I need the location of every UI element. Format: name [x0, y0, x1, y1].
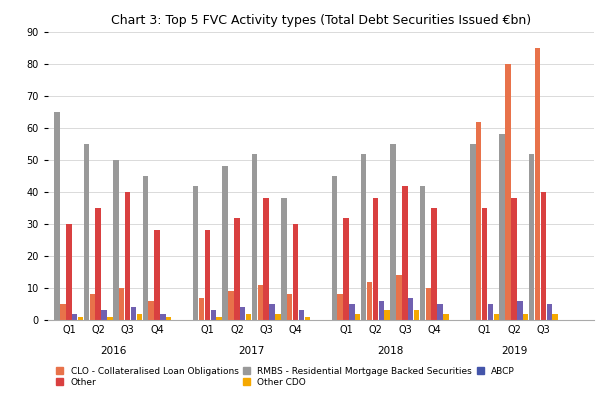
Bar [494, 314, 499, 320]
Bar [223, 166, 228, 320]
Bar [263, 198, 269, 320]
Bar [505, 64, 511, 320]
Bar [84, 144, 89, 320]
Bar [54, 112, 60, 320]
Bar [499, 134, 505, 320]
Bar [523, 314, 529, 320]
Bar [391, 144, 396, 320]
Bar [125, 192, 130, 320]
Bar [367, 282, 372, 320]
Bar [246, 314, 251, 320]
Bar [287, 294, 292, 320]
Bar [217, 317, 222, 320]
Legend: CLO - Collateralised Loan Obligations, Other, RMBS - Residential Mortgage Backed: CLO - Collateralised Loan Obligations, O… [53, 363, 518, 390]
Text: 2019: 2019 [501, 346, 527, 356]
Bar [252, 154, 257, 320]
Title: Chart 3: Top 5 FVC Activity types (Total Debt Securities Issued €bn): Chart 3: Top 5 FVC Activity types (Total… [111, 14, 531, 27]
Bar [349, 304, 355, 320]
Bar [148, 301, 154, 320]
Bar [154, 230, 160, 320]
Bar [396, 275, 401, 320]
Bar [89, 294, 95, 320]
Bar [78, 317, 83, 320]
Bar [547, 304, 552, 320]
Bar [511, 198, 517, 320]
Bar [414, 310, 419, 320]
Bar [355, 314, 361, 320]
Bar [553, 314, 558, 320]
Bar [337, 294, 343, 320]
Bar [143, 176, 148, 320]
Bar [240, 307, 245, 320]
Bar [529, 154, 535, 320]
Bar [137, 314, 142, 320]
Bar [119, 288, 124, 320]
Bar [281, 198, 287, 320]
Bar [66, 224, 71, 320]
Bar [482, 208, 487, 320]
Bar [275, 314, 281, 320]
Bar [269, 304, 275, 320]
Bar [95, 208, 101, 320]
Bar [131, 307, 136, 320]
Bar [160, 314, 166, 320]
Bar [361, 154, 367, 320]
Bar [166, 317, 172, 320]
Bar [257, 285, 263, 320]
Bar [205, 230, 210, 320]
Bar [425, 288, 431, 320]
Bar [402, 186, 407, 320]
Bar [332, 176, 337, 320]
Bar [488, 304, 493, 320]
Bar [470, 144, 476, 320]
Bar [193, 186, 199, 320]
Bar [408, 298, 413, 320]
Bar [517, 301, 523, 320]
Bar [113, 160, 119, 320]
Bar [373, 198, 378, 320]
Text: 2018: 2018 [377, 346, 403, 356]
Bar [476, 122, 481, 320]
Bar [443, 314, 449, 320]
Bar [299, 310, 304, 320]
Bar [535, 48, 540, 320]
Bar [101, 310, 107, 320]
Bar [431, 208, 437, 320]
Bar [199, 298, 204, 320]
Bar [379, 301, 384, 320]
Bar [72, 314, 77, 320]
Bar [437, 304, 443, 320]
Bar [60, 304, 65, 320]
Text: 2017: 2017 [239, 346, 265, 356]
Bar [211, 310, 216, 320]
Bar [305, 317, 310, 320]
Text: 2016: 2016 [100, 346, 126, 356]
Bar [343, 218, 349, 320]
Bar [420, 186, 425, 320]
Bar [234, 218, 239, 320]
Bar [107, 317, 113, 320]
Bar [541, 192, 546, 320]
Bar [228, 291, 233, 320]
Bar [385, 310, 390, 320]
Bar [293, 224, 298, 320]
